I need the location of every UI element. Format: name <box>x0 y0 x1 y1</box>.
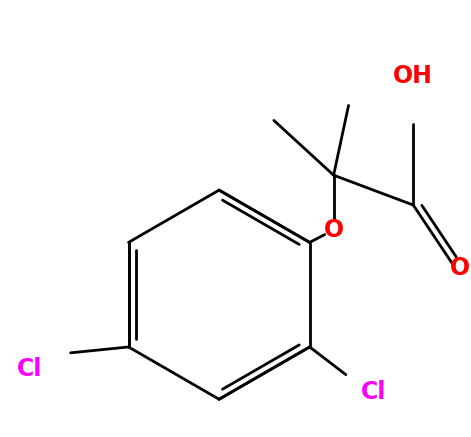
Text: OH: OH <box>393 64 433 87</box>
Text: Cl: Cl <box>361 380 386 404</box>
Text: Cl: Cl <box>17 357 42 382</box>
Text: O: O <box>324 218 344 242</box>
Text: O: O <box>450 256 470 280</box>
